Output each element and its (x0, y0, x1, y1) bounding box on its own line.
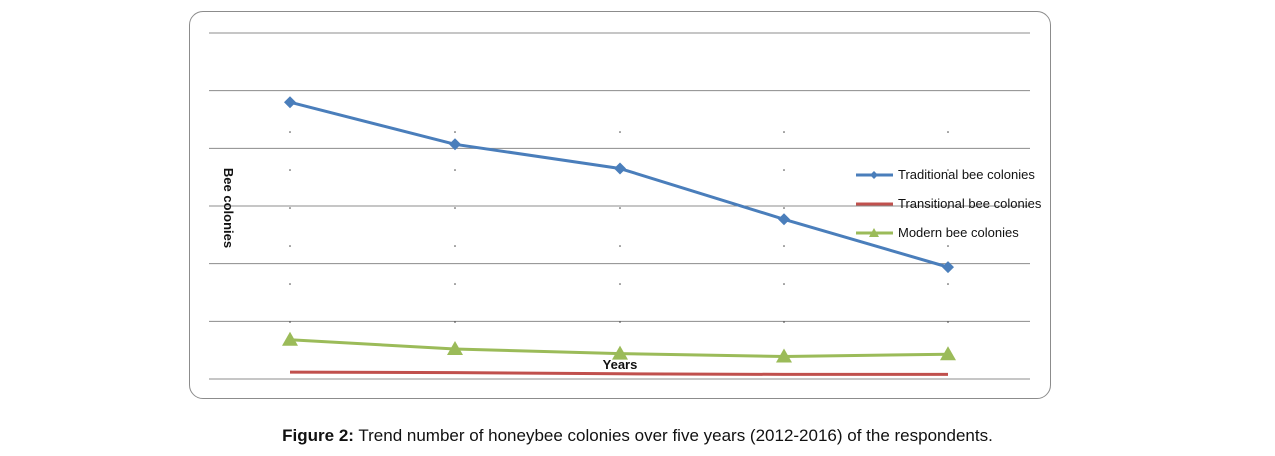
category-dot (947, 207, 949, 209)
data-point (282, 331, 298, 346)
category-dot (947, 245, 949, 247)
data-point (449, 138, 461, 151)
category-dot (619, 283, 621, 285)
legend-item: Modern bee colonies (856, 225, 1019, 240)
category-dot (783, 207, 785, 209)
legend-marker (869, 228, 879, 237)
category-dot (947, 131, 949, 133)
data-point (778, 213, 790, 226)
data-point (612, 345, 628, 360)
category-dot (619, 245, 621, 247)
category-dot (947, 283, 949, 285)
category-dot (454, 283, 456, 285)
category-dot (783, 321, 785, 323)
category-dot (619, 321, 621, 323)
legend-label: Transitional bee colonies (898, 196, 1042, 211)
category-dot (454, 169, 456, 171)
data-point (447, 341, 463, 356)
category-dot (454, 321, 456, 323)
x-axis-label: Years (603, 357, 638, 372)
category-dot (289, 207, 291, 209)
legend-label: Modern bee colonies (898, 225, 1019, 240)
legend-item: Transitional bee colonies (856, 196, 1042, 211)
category-dot (947, 169, 949, 171)
legend-label: Traditional bee colonies (898, 167, 1035, 182)
chart-frame (189, 11, 1051, 399)
series-1 (289, 370, 948, 376)
gridlines (209, 32, 1030, 380)
line-chart: Bee colonies Years Traditional bee colon… (209, 32, 1042, 380)
data-point (614, 162, 626, 175)
category-dot (454, 245, 456, 247)
category-dot (783, 169, 785, 171)
category-dot (619, 207, 621, 209)
series-2 (282, 331, 956, 363)
category-dot (783, 245, 785, 247)
category-dot (289, 283, 291, 285)
category-dot (454, 207, 456, 209)
caption-label: Figure 2: (282, 426, 354, 445)
series-line (289, 100, 949, 269)
category-dot (783, 131, 785, 133)
data-point (942, 261, 954, 274)
data-point (940, 346, 956, 361)
data-point (776, 348, 792, 363)
legend: Traditional bee colonies Transitional bee… (856, 167, 1042, 240)
series-0 (284, 96, 954, 274)
category-dot (289, 321, 291, 323)
category-dot (783, 283, 785, 285)
legend-item: Traditional bee colonies (856, 167, 1035, 182)
series-line (289, 370, 948, 376)
y-axis-label: Bee colonies (221, 168, 236, 248)
category-dot (289, 245, 291, 247)
legend-marker (870, 171, 878, 179)
category-dot (619, 131, 621, 133)
category-dot (947, 321, 949, 323)
category-dot (289, 169, 291, 171)
data-point (284, 96, 296, 109)
category-dots (289, 131, 949, 323)
caption-text: Trend number of honeybee colonies over f… (353, 426, 993, 445)
figure-caption: Figure 2: Trend number of honeybee colon… (0, 426, 1275, 446)
category-dot (454, 131, 456, 133)
category-dot (289, 131, 291, 133)
series-layer (282, 96, 956, 376)
